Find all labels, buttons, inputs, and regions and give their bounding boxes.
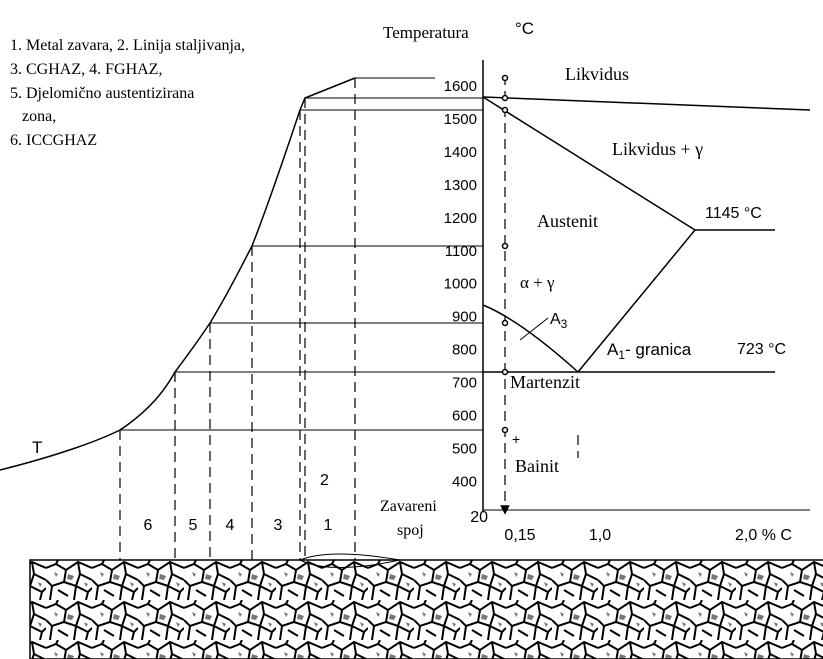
tick-label: 800 <box>452 342 477 359</box>
text-part: 3 <box>561 317 568 331</box>
axis-unit: °C <box>515 19 534 38</box>
zone-number: 3 <box>274 517 283 534</box>
legend-line: 6. ICCGHAZ <box>10 132 97 149</box>
zone-number: 4 <box>226 517 235 534</box>
phase-label: Likvidus + γ <box>612 139 703 159</box>
x-label: 2,0 % C <box>735 527 792 544</box>
phase-label: Martenzit <box>510 372 580 392</box>
page: {"legend": ["1. Metal zavara, 2. Linija … <box>0 0 823 659</box>
tick-label: 400 <box>452 473 477 490</box>
phase-label: 723 °C <box>737 341 786 358</box>
tick-label: 20 <box>470 509 488 526</box>
microstructure <box>30 560 823 659</box>
tick-label: 1500 <box>444 111 477 128</box>
axis-title: Temperatura <box>383 23 469 42</box>
tick-label: 1000 <box>444 276 477 293</box>
phase-label: α + γ <box>520 273 555 292</box>
zone-number: 5 <box>189 517 198 534</box>
text-part: - granica <box>625 340 692 359</box>
phase-label: A3 <box>550 311 568 331</box>
phase-label: + <box>512 431 520 447</box>
x-label: 1,0 <box>589 527 611 544</box>
legend-line: 5. Djelomično austentizirana <box>10 85 194 102</box>
weld-label: spoj <box>397 522 424 539</box>
tick-label: 1100 <box>445 243 477 260</box>
zone-number: 6 <box>144 517 153 534</box>
tick-label: 500 <box>452 440 477 457</box>
tick-label: 600 <box>452 408 477 425</box>
weld-label: Zavareni <box>380 498 437 515</box>
tick-label: 1400 <box>444 144 477 161</box>
legend-line: 1. Metal zavara, 2. Linija staljivanja, <box>10 37 245 54</box>
text-part: A <box>607 340 619 359</box>
zone-lines <box>120 75 578 560</box>
tick-label: 900 <box>452 309 477 326</box>
tick-label: 1600 <box>444 78 477 95</box>
legend-line: 3. CGHAZ, 4. FGHAZ, <box>10 61 162 78</box>
phase-label: Likvidus <box>565 64 629 84</box>
legend-line: zona, <box>22 108 56 125</box>
phase-label: Austenit <box>537 211 598 231</box>
phase-label: 1145 °C <box>705 205 762 222</box>
text-part: A <box>550 311 561 328</box>
tick-label: 1300 <box>444 177 477 194</box>
phase-label: A1- granica <box>607 340 692 362</box>
tick-label: 700 <box>452 375 477 392</box>
fusion-line-label: 2 <box>320 472 329 489</box>
phase-label: Bainit <box>515 456 559 476</box>
diagram: 1. Metal zavara, 2. Linija staljivanja, 3… <box>0 0 823 659</box>
zone-number: 1 <box>324 517 333 534</box>
curve-label: T <box>32 438 42 457</box>
tick-label: 1200 <box>444 210 477 227</box>
x-label: 0,15 <box>504 527 535 544</box>
